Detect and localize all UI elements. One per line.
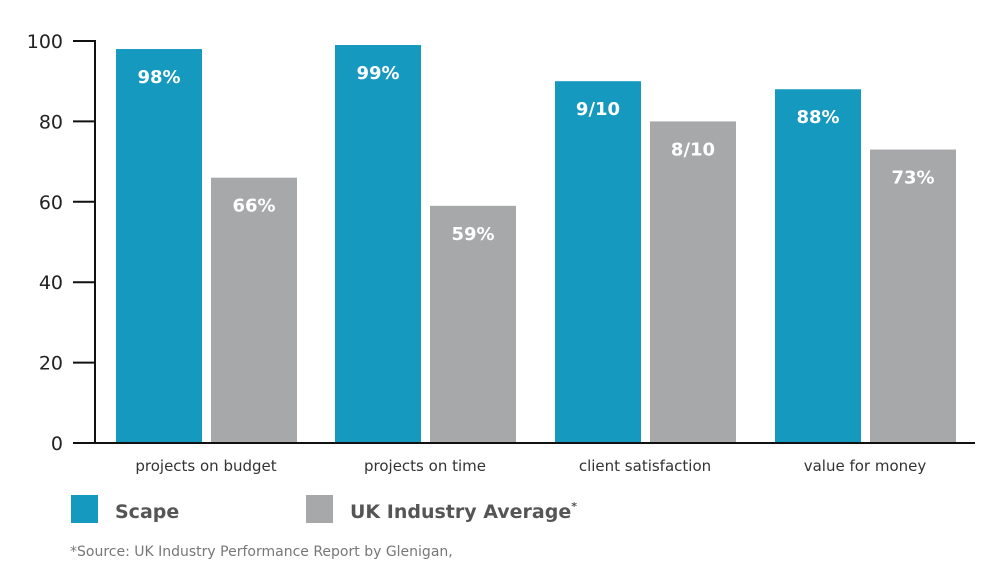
legend-swatch-scape [71, 495, 98, 523]
data-label: 8/10 [671, 139, 715, 160]
bar-scape [335, 45, 421, 444]
x-category-label: projects on time [364, 457, 486, 475]
bar-uk-average [211, 177, 297, 443]
legend-asterisk: * [571, 500, 577, 513]
bar-uk-average [870, 149, 956, 444]
data-label: 9/10 [576, 99, 620, 120]
bar-scape [555, 81, 641, 443]
data-label: 98% [137, 67, 180, 88]
y-tick-label: 0 [51, 433, 63, 455]
y-tick-label: 80 [39, 111, 63, 133]
source-footnote: *Source: UK Industry Performance Report … [70, 544, 453, 560]
legend-label-uk-average-text: UK Industry Average [350, 501, 571, 523]
bar-uk-average [430, 205, 516, 443]
data-label: 99% [356, 63, 399, 84]
x-axis-labels: projects on budget projects on time client… [135, 457, 926, 475]
bars: 98% 66% 99% 59% 9/10 8/10 88% 73% [116, 45, 956, 444]
legend-label-uk-average: UK Industry Average* [350, 500, 577, 523]
data-label: 66% [232, 196, 275, 217]
y-tick-label: 100 [27, 31, 63, 53]
bar-scape [116, 49, 202, 443]
y-tick-label: 60 [39, 192, 63, 214]
y-axis: 0 20 40 60 80 100 [27, 31, 95, 455]
x-category-label: projects on budget [135, 457, 276, 475]
data-label: 73% [891, 168, 934, 189]
legend: Scape UK Industry Average* [71, 495, 577, 523]
x-category-label: client satisfaction [579, 457, 711, 475]
x-category-label: value for money [804, 457, 927, 475]
bar-uk-average [650, 121, 736, 444]
y-tick-label: 20 [39, 353, 63, 375]
data-label: 88% [796, 107, 839, 128]
data-label: 59% [451, 224, 494, 245]
bar-scape [775, 89, 861, 444]
y-tick-label: 40 [39, 272, 63, 294]
legend-label-scape: Scape [115, 501, 179, 523]
legend-swatch-uk-average [306, 495, 333, 523]
